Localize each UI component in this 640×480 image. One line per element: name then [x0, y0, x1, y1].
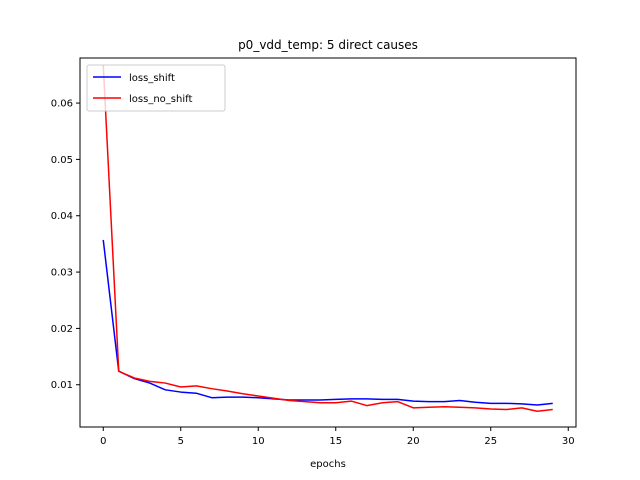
- series-line-loss-no-shift: [102, 64, 553, 412]
- y-axis: 0.01 0.02 0.03 0.04 0.05 0.06: [51, 99, 80, 391]
- y-tick-label: 0.05: [51, 155, 73, 166]
- x-tick-label: 30: [562, 436, 575, 447]
- x-tick-label: 10: [252, 436, 265, 447]
- x-axis-label: epochs: [310, 459, 346, 470]
- chart-title: p0_vdd_temp: 5 direct causes: [238, 38, 418, 52]
- y-tick-label: 0.06: [51, 99, 73, 110]
- plot-frame: [79, 57, 577, 428]
- x-tick-label: 20: [407, 436, 420, 447]
- series-layer: [102, 64, 553, 412]
- x-tick-label: 0: [100, 436, 106, 447]
- legend-entry: loss_no_shift: [129, 94, 192, 105]
- x-tick-label: 25: [484, 436, 497, 447]
- legend: loss_shift loss_no_shift: [86, 64, 226, 112]
- x-tick-label: 5: [178, 436, 184, 447]
- series-line-loss-shift: [102, 239, 553, 406]
- y-tick-label: 0.03: [51, 268, 73, 279]
- legend-box: [86, 64, 226, 112]
- y-tick-label: 0.01: [51, 380, 73, 391]
- x-axis: 0 5 10 15 20 25 30: [100, 427, 575, 447]
- y-tick-label: 0.02: [51, 324, 73, 335]
- y-tick-label: 0.04: [51, 211, 73, 222]
- legend-entry: loss_shift: [129, 73, 175, 84]
- x-tick-label: 15: [329, 436, 342, 447]
